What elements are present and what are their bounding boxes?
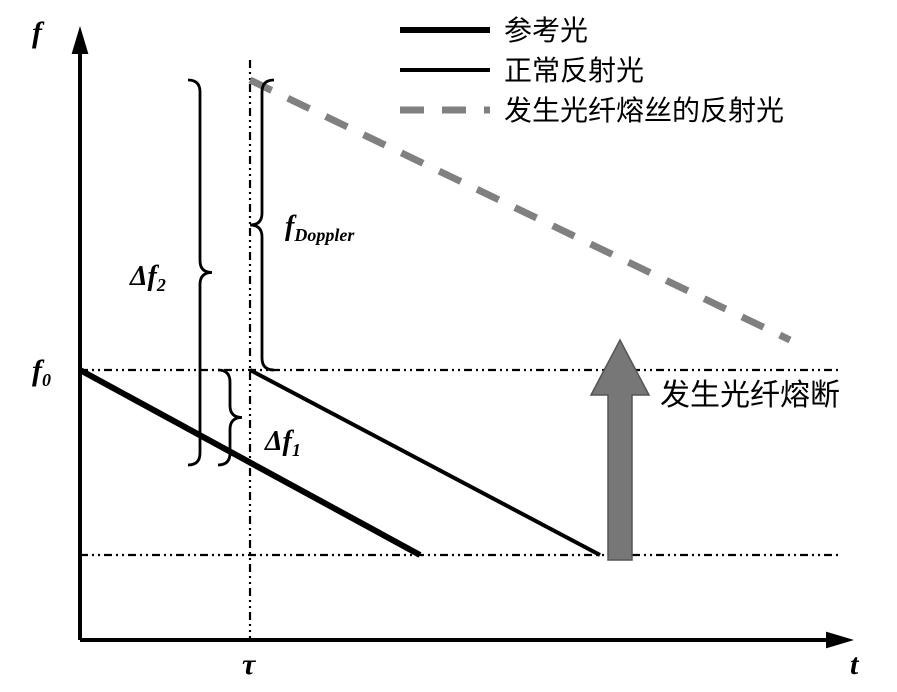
f0-label: f0 (32, 354, 51, 390)
legend-label: 发生光纤熔丝的反射光 (504, 95, 784, 127)
annotation-text: 发生光纤熔断 (660, 379, 840, 412)
legend-label: 正常反射光 (504, 55, 644, 87)
line-normal-reflected (250, 370, 600, 555)
big-arrow-icon (591, 340, 649, 560)
brace-doppler (250, 80, 274, 370)
x-axis-label: t (850, 648, 860, 681)
brace-df2 (188, 80, 212, 465)
brace-df1 (218, 370, 242, 465)
label-df2: Δf2 (129, 261, 166, 295)
label-df1: Δf1 (264, 426, 301, 460)
y-axis-label: f (32, 16, 45, 49)
y-axis-arrow-icon (72, 26, 89, 54)
tau-label: τ (242, 648, 257, 681)
x-axis-arrow-icon (826, 632, 854, 649)
legend-label: 参考光 (504, 15, 588, 47)
label-doppler: fDoppler (285, 211, 355, 245)
